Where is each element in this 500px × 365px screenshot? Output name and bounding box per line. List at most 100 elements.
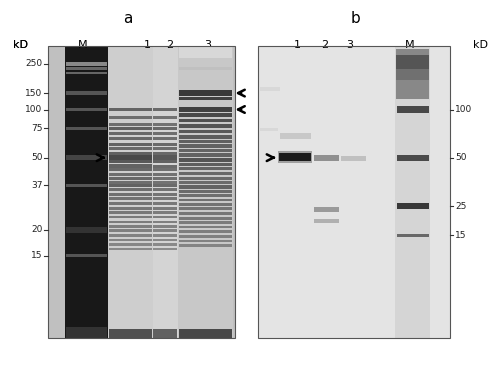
Bar [153,230,177,232]
Bar [48,46,65,338]
Bar [314,219,338,223]
Bar [396,203,428,209]
Bar [178,162,232,166]
Bar [108,127,152,130]
Bar [153,165,177,168]
Bar [178,97,232,100]
Bar [153,247,177,250]
Bar [396,234,428,237]
Bar [178,107,232,112]
Bar [258,46,450,338]
Bar [66,254,106,257]
Bar [153,234,177,237]
Bar [108,234,152,237]
Text: 37: 37 [31,181,42,190]
Text: 3: 3 [204,40,211,50]
Bar [66,327,106,338]
Bar [178,144,232,147]
Bar [341,156,366,161]
Bar [153,181,177,184]
Text: 1: 1 [294,40,301,50]
Text: 3: 3 [346,40,354,50]
Bar [153,132,177,135]
Bar [178,199,232,201]
Bar [260,128,278,131]
Bar [153,220,177,223]
Bar [108,202,152,205]
Bar [178,124,232,127]
Bar [153,127,177,130]
Bar [178,244,232,247]
Bar [178,190,232,193]
Bar [178,149,232,152]
Bar [153,243,177,246]
Bar [153,116,177,119]
Text: kD: kD [12,40,28,50]
Bar [66,72,106,74]
Bar [108,211,152,214]
Bar [108,155,152,161]
Bar [153,168,177,171]
Bar [178,235,232,238]
Bar [153,193,177,196]
Bar [108,177,152,180]
Bar [108,184,152,187]
Text: b: b [350,11,360,26]
Bar [314,155,338,161]
Bar [178,217,232,219]
Text: 1: 1 [144,40,151,50]
Bar [153,143,177,146]
Bar [108,193,152,196]
Bar [178,239,232,242]
Bar [108,168,152,171]
Bar [108,152,152,155]
Bar [153,152,177,155]
Bar [280,133,310,139]
Bar [153,328,177,338]
Bar [178,90,232,96]
Text: 50: 50 [455,153,466,162]
Bar [396,55,429,80]
Text: 150: 150 [25,89,42,97]
Bar [108,142,152,146]
Bar [108,220,152,223]
Bar [178,167,232,170]
Bar [66,184,106,187]
Bar [108,230,152,232]
Bar [178,67,232,70]
Bar [66,108,106,111]
Bar [178,231,232,233]
Text: 2: 2 [166,40,173,50]
Bar [152,46,178,338]
Bar [178,185,232,188]
Bar [108,243,152,246]
Bar [178,212,232,215]
Bar [178,172,232,175]
Bar [178,207,232,210]
Text: 15: 15 [31,251,42,260]
Bar [396,106,428,113]
Text: 15: 15 [455,231,466,240]
Bar [65,46,108,338]
Bar [178,140,232,143]
Text: 100: 100 [25,105,42,114]
Bar [153,123,177,126]
Bar [108,46,152,338]
Bar [178,203,232,206]
Bar [66,67,106,70]
Bar [66,155,106,160]
Bar [178,194,232,197]
Bar [48,46,235,338]
Bar [153,211,177,214]
Bar [108,216,152,218]
Bar [153,137,177,140]
Bar [153,207,177,210]
Bar [232,46,235,338]
Bar [108,225,152,228]
Bar [178,177,232,180]
Bar [66,62,106,66]
Bar [48,46,235,338]
Text: 25: 25 [455,202,466,211]
Bar [258,46,450,338]
Bar [178,130,232,133]
